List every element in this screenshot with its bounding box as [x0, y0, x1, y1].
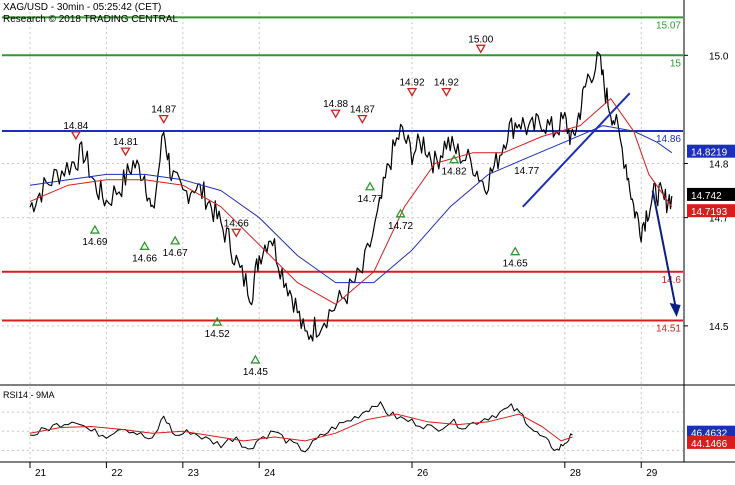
- last-price-tag: [687, 204, 735, 218]
- high-marker-label: 14.84: [63, 121, 88, 132]
- rsi-last-tag: [687, 435, 735, 449]
- high-marker-label: 14.92: [400, 78, 425, 89]
- level-label-support-2: 14.51: [656, 323, 681, 334]
- low-marker: [212, 316, 223, 326]
- last-price-tag-label: 14.7193: [691, 207, 728, 218]
- high-marker-label: 14.87: [350, 105, 375, 116]
- low-marker-label: 14.69: [82, 237, 107, 248]
- level-label-resistance-2: 15.07: [656, 20, 681, 31]
- high-marker: [158, 114, 169, 124]
- price-tick-label: 14.7: [709, 214, 729, 225]
- last-price-tag-label: 14.8219: [691, 148, 728, 159]
- high-marker-label: 14.87: [151, 105, 176, 116]
- time-tick-label: 23: [188, 468, 200, 479]
- low-marker: [89, 224, 101, 234]
- level-label-pivot: 14.86: [656, 134, 681, 145]
- time-tick-label: 26: [417, 468, 429, 479]
- high-marker-label: 15.00: [468, 34, 493, 45]
- low-marker: [170, 235, 181, 245]
- price-label: 14.77: [514, 166, 539, 177]
- levels-layer: 15.07 15 14.86 14.6 14.51: [2, 16, 683, 334]
- chart-title: XAG/USD - 30min - 05:25:42 (CET): [3, 2, 162, 13]
- time-tick-label: 22: [111, 468, 123, 479]
- price-tick-label: 15.0: [709, 51, 729, 62]
- low-marker-label: 14.52: [205, 329, 230, 340]
- low-marker-label: 14.67: [163, 248, 188, 259]
- low-marker-label: 14.45: [243, 367, 268, 378]
- rsi-last-tag-label: 44.1466: [691, 439, 728, 450]
- time-tick-label: 29: [646, 468, 658, 479]
- low-marker: [364, 181, 376, 191]
- level-label-resistance-1: 15: [670, 58, 682, 69]
- low-marker: [395, 208, 406, 218]
- forecast-arrow-head: [669, 303, 681, 318]
- low-marker: [510, 246, 521, 256]
- low-marker: [448, 154, 460, 164]
- low-marker-label: 14.65: [503, 259, 528, 270]
- rsi-title: RSI14 - 9MA: [3, 390, 55, 400]
- time-tick-label: 24: [264, 468, 276, 479]
- high-marker: [330, 109, 341, 119]
- last-price-tag-label: 14.742: [691, 191, 722, 202]
- forecast-arrow-shaft: [651, 190, 677, 308]
- high-marker: [231, 228, 242, 238]
- chart-copyright: Research © 2018 TRADING CENTRAL: [3, 14, 179, 25]
- low-marker: [250, 354, 261, 364]
- high-marker: [406, 87, 418, 97]
- high-marker: [357, 114, 368, 124]
- low-marker-label: 14.72: [388, 221, 413, 232]
- time-tick-label: 28: [570, 468, 582, 479]
- high-marker: [120, 147, 131, 157]
- rsi-last-tag-label: 46.4632: [691, 429, 728, 440]
- grid-layer: [2, 12, 683, 460]
- ma-slow-series: [29, 125, 673, 284]
- time-tick-label: 21: [35, 468, 47, 479]
- low-marker-label: 14.66: [132, 253, 157, 264]
- high-marker: [475, 44, 486, 54]
- rsi-series: [29, 401, 573, 453]
- last-price-tag: [687, 144, 735, 158]
- series-layer: [29, 51, 681, 342]
- low-marker-label: 14.82: [442, 167, 467, 178]
- rsi-ma-series: [29, 413, 573, 442]
- marker-layer: 14.84 14.69 14.81 14.66 14.87 14.67 14.52 14.66…: [63, 34, 539, 378]
- low-marker-label: 14.77: [357, 194, 382, 205]
- high-marker-label: 14.81: [113, 137, 138, 148]
- high-marker-label: 14.66: [224, 218, 249, 229]
- high-marker: [441, 87, 452, 97]
- level-label-support-1: 14.6: [662, 275, 682, 286]
- high-marker: [70, 131, 81, 141]
- price-tick-label: 14.5: [709, 322, 729, 333]
- high-marker-label: 14.92: [434, 78, 459, 89]
- trendline: [522, 92, 631, 208]
- low-marker: [139, 240, 150, 250]
- ma-fast-series: [29, 98, 673, 305]
- rsi-last-tag: [687, 425, 735, 439]
- price-series: [29, 51, 673, 342]
- last-price-tag: [687, 187, 735, 201]
- price-tick-label: 14.8: [709, 160, 729, 171]
- high-marker-label: 14.88: [323, 99, 348, 110]
